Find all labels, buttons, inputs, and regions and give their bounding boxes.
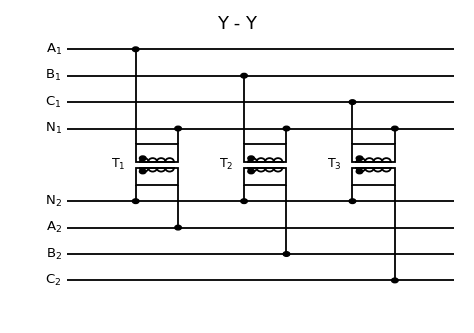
Text: T$_3$: T$_3$	[328, 157, 342, 172]
Text: A$_1$: A$_1$	[46, 42, 62, 57]
Circle shape	[349, 199, 356, 203]
Circle shape	[132, 199, 139, 203]
Circle shape	[248, 156, 255, 161]
Circle shape	[132, 47, 139, 52]
Text: T$_2$: T$_2$	[219, 157, 234, 172]
Circle shape	[392, 278, 398, 283]
Circle shape	[139, 169, 146, 174]
Circle shape	[356, 156, 363, 161]
Text: B$_2$: B$_2$	[46, 246, 62, 261]
Text: T$_1$: T$_1$	[111, 157, 125, 172]
Circle shape	[283, 126, 290, 131]
Circle shape	[175, 126, 182, 131]
Text: N$_1$: N$_1$	[45, 121, 62, 136]
Circle shape	[356, 169, 363, 174]
Circle shape	[241, 73, 247, 78]
Circle shape	[392, 126, 398, 131]
Circle shape	[283, 252, 290, 256]
Text: C$_2$: C$_2$	[46, 273, 62, 288]
Circle shape	[241, 199, 247, 203]
Circle shape	[248, 169, 255, 174]
Text: Y - Y: Y - Y	[217, 15, 257, 33]
Circle shape	[139, 156, 146, 161]
Text: A$_2$: A$_2$	[46, 220, 62, 235]
Text: N$_2$: N$_2$	[45, 193, 62, 209]
Text: B$_1$: B$_1$	[46, 68, 62, 83]
Text: C$_1$: C$_1$	[46, 95, 62, 110]
Circle shape	[349, 100, 356, 105]
Circle shape	[175, 225, 182, 230]
